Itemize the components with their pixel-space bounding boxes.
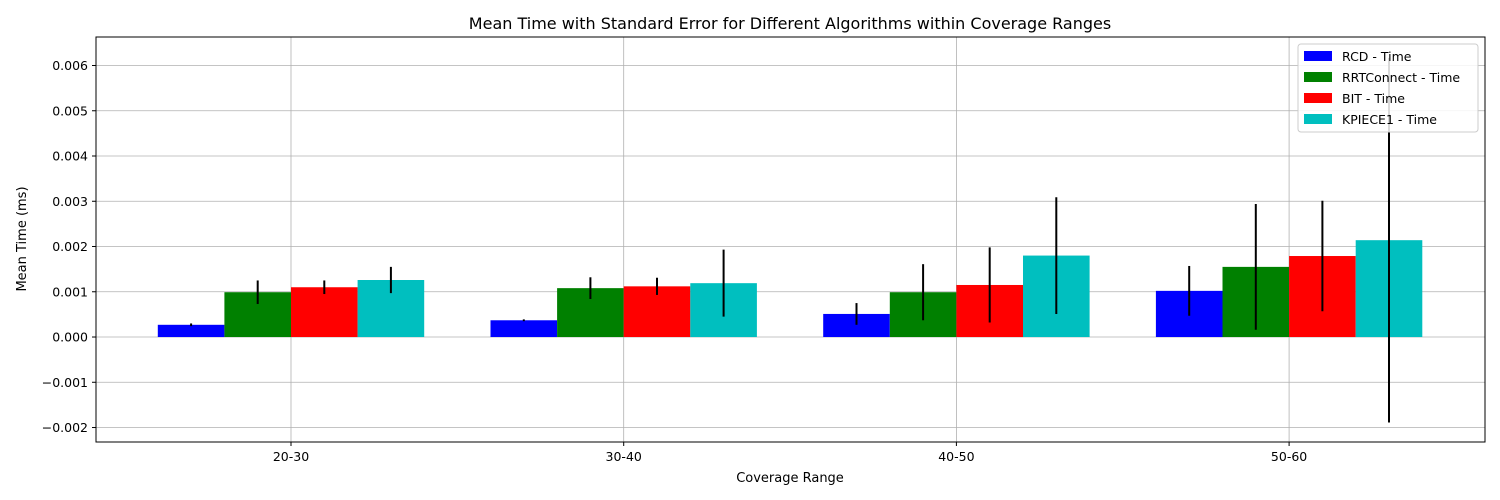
plot-frame — [95, 36, 1486, 443]
legend-swatch — [1304, 72, 1332, 82]
y-axis-label: Mean Time (ms) — [15, 186, 30, 291]
y-tick-label: 0.006 — [52, 58, 88, 73]
bar — [291, 287, 358, 338]
legend-label: RRTConnect - Time — [1342, 70, 1460, 85]
legend-label: BIT - Time — [1342, 91, 1405, 106]
legend-swatch — [1304, 93, 1332, 103]
y-tick-label: 0.003 — [52, 194, 88, 209]
bars-layer — [157, 240, 1423, 338]
x-tick-label: 40-50 — [938, 449, 974, 464]
y-tick-label: 0.002 — [52, 239, 88, 254]
legend-box — [1297, 43, 1479, 133]
x-tick-label: 50-60 — [1271, 449, 1307, 464]
bar — [490, 320, 558, 338]
y-tick-label: 0.005 — [52, 103, 88, 118]
legend-swatch — [1304, 51, 1332, 61]
y-tick-label: −0.001 — [42, 375, 88, 390]
bar — [157, 324, 225, 338]
legend-label: KPIECE1 - Time — [1342, 112, 1437, 127]
legend-swatch — [1304, 114, 1332, 124]
y-tick-label: 0.001 — [52, 284, 88, 299]
x-tick-label: 30-40 — [606, 449, 642, 464]
bar — [823, 313, 890, 338]
y-tick-label: −0.002 — [42, 420, 88, 435]
y-tick-label: 0.004 — [52, 149, 88, 164]
y-tick-label: 0.000 — [52, 330, 88, 345]
chart-title: Mean Time with Standard Error for Differ… — [469, 14, 1111, 33]
x-axis-label: Coverage Range — [736, 471, 844, 486]
axes-layer: 0.006 0.005 0.004 0.003 0.002 0.001 0.000 −0.00… — [42, 58, 1308, 464]
legend: RCD - Time RRTConnect - Time BIT - Time KPI… — [1297, 43, 1479, 133]
x-tick-label: 20-30 — [273, 449, 309, 464]
legend-label: RCD - Time — [1342, 49, 1412, 64]
